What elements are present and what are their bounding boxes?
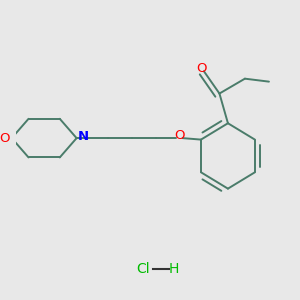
Text: O: O [175, 129, 185, 142]
Text: O: O [196, 62, 206, 75]
Text: Cl: Cl [136, 262, 150, 276]
Text: N: N [77, 130, 88, 143]
Text: O: O [0, 132, 10, 145]
Text: H: H [169, 262, 179, 276]
